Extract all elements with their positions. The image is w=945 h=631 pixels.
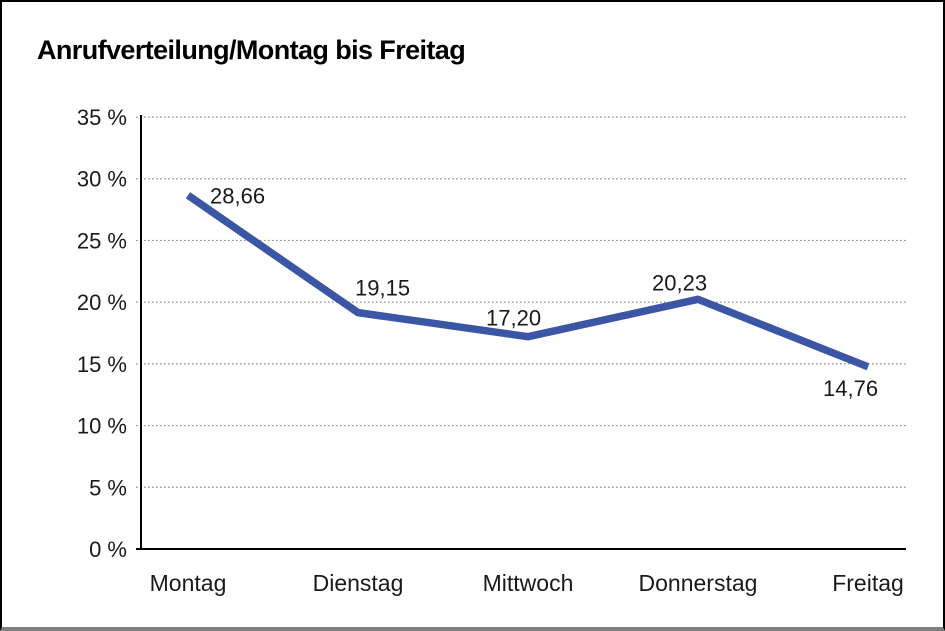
x-axis-category-label: Montag xyxy=(150,570,227,596)
y-axis-tick-label: 10 % xyxy=(77,414,127,439)
x-axis-category-label: Dienstag xyxy=(313,570,404,596)
y-axis-tick-label: 20 % xyxy=(77,290,127,315)
data-point-label: 19,15 xyxy=(355,276,410,301)
y-axis-tick-label: 30 % xyxy=(77,167,127,192)
y-axis-tick-label: 5 % xyxy=(89,475,127,500)
data-point-label: 20,23 xyxy=(652,270,707,295)
data-point-label: 14,76 xyxy=(823,376,878,401)
x-axis-category-label: Mittwoch xyxy=(483,570,574,596)
data-point-label: 28,66 xyxy=(210,183,265,208)
y-axis-tick-label: 15 % xyxy=(77,352,127,377)
data-point-label: 17,20 xyxy=(486,306,541,331)
chart-title: Anrufverteilung/Montag bis Freitag xyxy=(37,35,466,65)
y-axis-tick-label: 35 % xyxy=(77,105,127,130)
y-axis-tick-label: 0 % xyxy=(89,537,127,562)
data-series-line xyxy=(185,192,870,371)
x-axis-category-label: Donnerstag xyxy=(639,570,758,596)
y-axis-tick-label: 25 % xyxy=(77,228,127,253)
x-axis-category-label: Freitag xyxy=(832,570,904,596)
